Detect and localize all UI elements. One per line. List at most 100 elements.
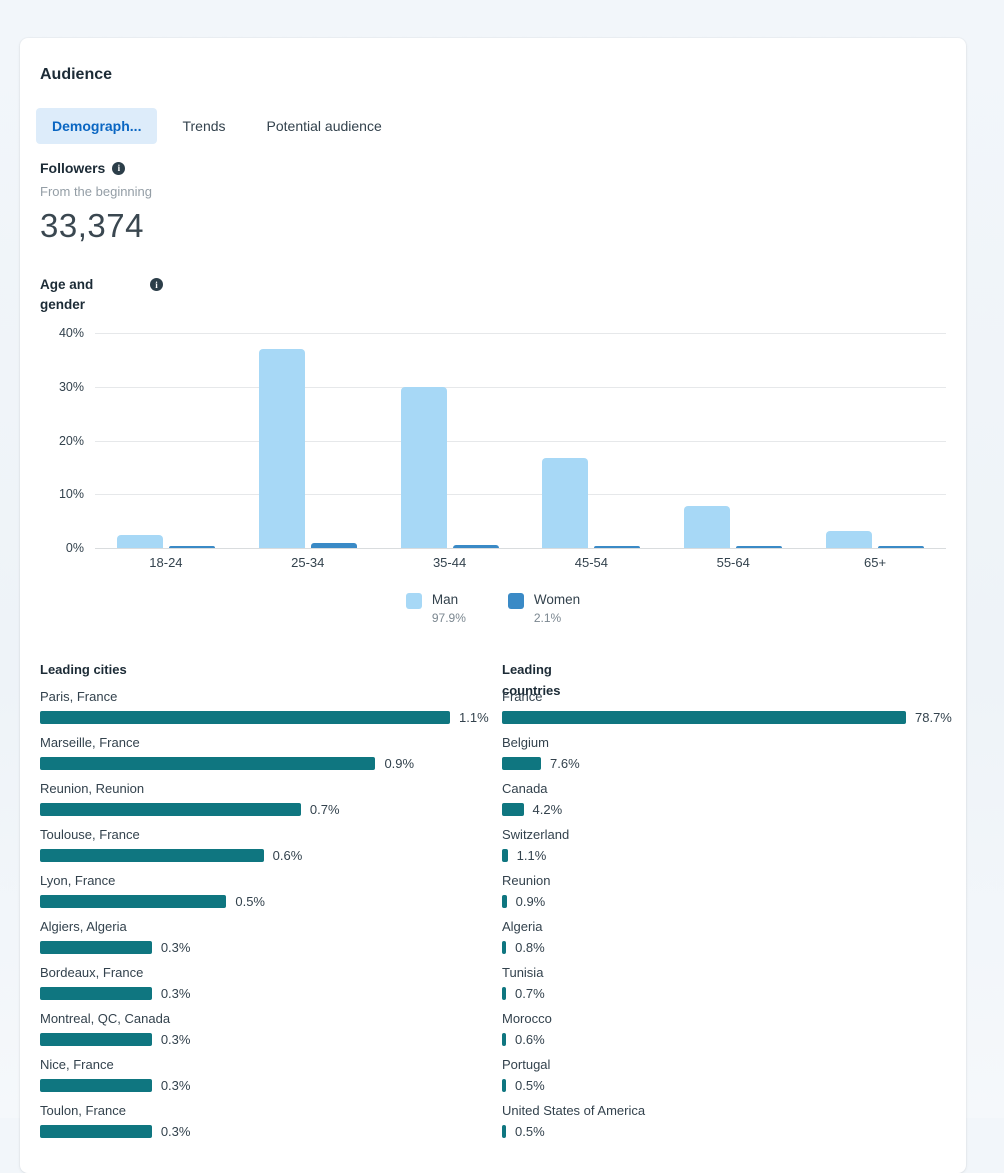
city-row: Bordeaux, France 0.3%: [40, 965, 488, 1001]
country-row: United States of America 0.5%: [502, 1103, 950, 1139]
city-label: Toulon, France: [40, 1103, 126, 1118]
city-label: Paris, France: [40, 689, 118, 704]
country-value: 0.7%: [515, 986, 545, 1001]
country-bar-line: 7.6%: [502, 756, 950, 771]
city-value: 0.6%: [272, 848, 303, 863]
country-bar-line: 0.7%: [502, 986, 950, 1001]
country-value: 78.7%: [915, 710, 952, 725]
bar-group-35-44: [379, 333, 521, 548]
country-bar: [502, 757, 541, 770]
country-value: 1.1%: [516, 848, 547, 863]
country-row: Tunisia 0.7%: [502, 965, 950, 1001]
man-bar-25-34: [258, 349, 305, 548]
leading-countries-section: Leading countries France 78.7% Belgium 7.6%…: [502, 659, 952, 1149]
legend-name: Women: [533, 592, 581, 607]
tab-demographics[interactable]: Demograph...: [36, 108, 158, 144]
city-label: Bordeaux, France: [40, 965, 144, 980]
city-label: Reunion, Reunion: [40, 781, 145, 796]
country-bar: [502, 849, 508, 862]
city-row: Paris, France 1.1%: [40, 689, 489, 725]
y-axis-tick: 0%: [65, 541, 84, 555]
city-bar-line: 0.3%: [40, 1078, 488, 1093]
city-bar-line: 0.7%: [40, 802, 488, 817]
x-axis-label: 35-44: [432, 555, 467, 570]
country-label: Belgium: [502, 735, 549, 750]
country-row: Morocco 0.6%: [502, 1011, 950, 1047]
country-value: 4.2%: [532, 802, 563, 817]
country-row: Algeria 0.8%: [502, 919, 950, 955]
gridline: [95, 494, 946, 496]
city-value: 0.5%: [235, 894, 265, 909]
gridline: [95, 548, 946, 549]
city-bar: [40, 1079, 152, 1092]
leading-countries-list: France 78.7% Belgium 7.6% Canada 4.2% Switzerl…: [502, 689, 952, 1139]
women-bar-25-34: [310, 543, 357, 548]
country-bar-line: 78.7%: [502, 710, 952, 725]
country-bar: [502, 1079, 506, 1092]
country-bar: [502, 803, 524, 816]
women-bar-65+: [878, 546, 925, 548]
city-label: Marseille, France: [40, 735, 140, 750]
city-label: Algiers, Algeria: [40, 919, 127, 934]
city-bar-line: 0.3%: [40, 1032, 488, 1047]
city-bar: [40, 1033, 152, 1046]
city-bar: [40, 1125, 152, 1138]
city-bar: [40, 849, 264, 862]
country-label: Portugal: [502, 1057, 551, 1072]
city-row: Marseille, France 0.9%: [40, 735, 488, 771]
country-value: 7.6%: [550, 756, 580, 771]
info-icon[interactable]: i: [150, 278, 163, 291]
city-value: 0.3%: [160, 1124, 191, 1139]
legend-item-man: Man 97.9%: [405, 592, 466, 625]
country-bar-line: 4.2%: [502, 802, 950, 817]
bar-group-55-64: [662, 333, 804, 548]
x-axis-label: 45-54: [574, 555, 609, 570]
country-bar: [502, 711, 906, 724]
country-row: France 78.7%: [502, 689, 952, 725]
leading-cities-list: Paris, France 1.1% Marseille, France 0.9% Re…: [40, 689, 489, 1139]
city-bar-line: 0.3%: [40, 1124, 488, 1139]
man-bar-45-54: [542, 458, 589, 548]
country-label: Canada: [502, 781, 548, 796]
city-value: 0.3%: [160, 986, 191, 1001]
women-bar-35-44: [452, 545, 499, 548]
city-label: Toulouse, France: [40, 827, 140, 842]
page-title: Audience: [40, 66, 113, 83]
age-gender-header: Age and gender i: [40, 275, 950, 315]
city-bar: [40, 711, 450, 724]
country-bar-line: 1.1%: [502, 848, 950, 863]
country-bar-line: 0.9%: [502, 894, 950, 909]
chart-plot-area: 40% 30% 20% 10% 0%: [59, 326, 946, 555]
tab-potential-audience[interactable]: Potential audience: [266, 118, 382, 134]
man-bar-35-44: [400, 386, 447, 548]
country-bar: [502, 1033, 506, 1046]
age-gender-chart: 40% 30% 20% 10% 0% 18-24 25-34 35-44 45-54 55-64…: [36, 326, 950, 625]
legend-item-women: Women 2.1%: [507, 592, 581, 625]
country-row: Canada 4.2%: [502, 781, 950, 817]
city-value: 0.3%: [160, 940, 191, 955]
country-bar: [502, 941, 507, 954]
y-axis-tick: 30%: [58, 379, 84, 394]
country-bar-line: 0.8%: [502, 940, 950, 955]
city-bar-line: 0.6%: [40, 848, 488, 863]
gridline: [95, 440, 946, 442]
city-label: Montreal, QC, Canada: [40, 1011, 171, 1026]
city-bar: [40, 941, 152, 954]
country-label: United States of America: [502, 1103, 646, 1118]
city-row: Montreal, QC, Canada 0.3%: [40, 1011, 488, 1047]
country-label: Algeria: [502, 919, 543, 934]
city-bar: [40, 757, 376, 770]
women-bar-45-54: [594, 546, 641, 548]
country-bar: [502, 987, 506, 1000]
country-value: 0.6%: [515, 1032, 545, 1047]
y-axis-tick: 40%: [58, 326, 84, 340]
gridline: [95, 386, 946, 388]
bar-group-65+: [804, 333, 946, 548]
man-bar-65+: [826, 530, 873, 548]
tab-trends[interactable]: Trends: [182, 118, 226, 134]
followers-period: From the beginning: [40, 184, 153, 199]
info-icon[interactable]: i: [112, 161, 126, 175]
city-row: Nice, France 0.3%: [40, 1057, 488, 1093]
country-label: Morocco: [502, 1011, 552, 1026]
followers-block: Followers i From the beginning 33,374: [40, 160, 950, 245]
